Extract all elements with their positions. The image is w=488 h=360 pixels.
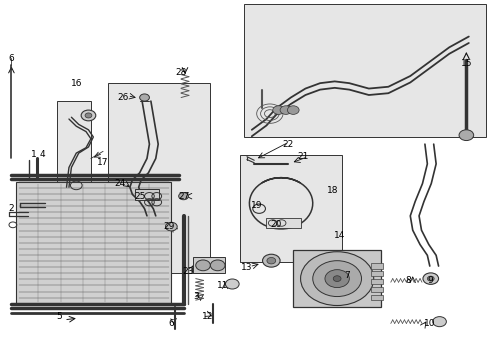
Text: 23: 23 <box>183 267 194 276</box>
Text: 19: 19 <box>250 201 262 210</box>
Text: 11: 11 <box>216 281 228 290</box>
Text: 14: 14 <box>333 231 345 240</box>
Circle shape <box>262 254 280 267</box>
Circle shape <box>140 94 149 101</box>
Circle shape <box>332 276 340 282</box>
Circle shape <box>280 106 291 114</box>
Bar <box>266 218 300 228</box>
Bar <box>108 83 210 273</box>
Text: 9: 9 <box>426 276 432 285</box>
Text: 3: 3 <box>192 292 198 301</box>
Bar <box>370 287 383 292</box>
Text: 22: 22 <box>282 140 293 149</box>
Bar <box>193 257 224 273</box>
Circle shape <box>300 252 373 306</box>
Text: 7: 7 <box>344 270 349 279</box>
Bar <box>370 279 383 284</box>
Circle shape <box>85 113 92 118</box>
Text: 21: 21 <box>297 152 308 161</box>
Text: 17: 17 <box>97 158 109 167</box>
Bar <box>244 4 485 137</box>
Circle shape <box>210 260 224 271</box>
Text: 25: 25 <box>134 192 145 201</box>
Bar <box>370 271 383 276</box>
Bar <box>293 250 380 307</box>
Bar <box>370 295 383 300</box>
Text: 27: 27 <box>178 192 189 201</box>
Text: 24: 24 <box>114 179 125 188</box>
Circle shape <box>266 257 275 264</box>
Text: 26: 26 <box>117 93 128 102</box>
Circle shape <box>432 317 446 327</box>
Text: 6: 6 <box>168 319 174 328</box>
Circle shape <box>422 273 438 284</box>
Text: 1: 1 <box>31 150 37 159</box>
Bar <box>135 189 159 200</box>
Text: 20: 20 <box>270 220 281 229</box>
Bar <box>370 263 383 269</box>
Text: 6: 6 <box>8 54 14 63</box>
Circle shape <box>165 222 177 231</box>
Text: 15: 15 <box>460 59 471 68</box>
Circle shape <box>272 106 284 114</box>
Bar <box>57 101 91 200</box>
Text: 4: 4 <box>39 150 45 159</box>
Text: 29: 29 <box>163 222 174 231</box>
Circle shape <box>312 261 361 297</box>
Circle shape <box>81 110 96 121</box>
Text: 18: 18 <box>326 186 337 195</box>
Text: 28: 28 <box>175 68 186 77</box>
Circle shape <box>287 106 299 114</box>
Bar <box>239 155 341 262</box>
Text: 5: 5 <box>56 312 62 321</box>
Circle shape <box>325 270 348 288</box>
Bar <box>16 182 171 304</box>
Text: 10: 10 <box>423 319 435 328</box>
Circle shape <box>225 279 239 289</box>
Text: 12: 12 <box>202 312 213 321</box>
Circle shape <box>458 130 473 140</box>
Text: 2: 2 <box>9 204 14 213</box>
Text: 16: 16 <box>70 79 82 88</box>
Circle shape <box>427 276 433 281</box>
Text: 8: 8 <box>404 276 410 285</box>
Text: 13: 13 <box>241 264 252 273</box>
Circle shape <box>195 260 210 271</box>
Circle shape <box>178 193 188 200</box>
